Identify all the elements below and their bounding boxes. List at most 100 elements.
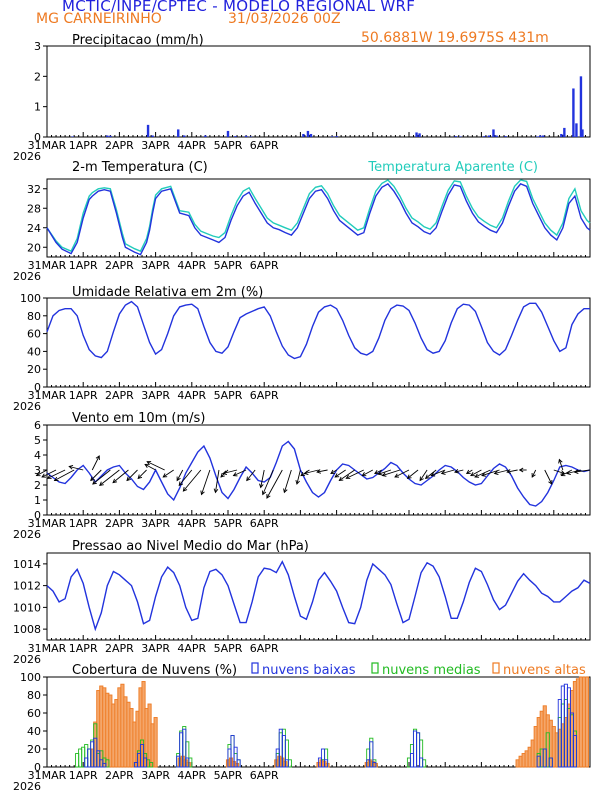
wind-vector-head <box>295 480 300 485</box>
precip-bar <box>234 136 237 137</box>
x-year-label: 2026 <box>13 400 41 413</box>
x-tick-label: 3APR <box>141 517 170 530</box>
wind-vector <box>146 461 165 471</box>
wind-vector-head <box>394 473 400 478</box>
wind-vector-head <box>232 472 238 477</box>
x-tick-label: 3APR <box>141 139 170 152</box>
wind-vector <box>222 469 238 474</box>
wind-vector-head <box>330 469 336 474</box>
y-tick-label: 0 <box>34 131 41 144</box>
wind-vector <box>36 469 48 476</box>
panel-title-wind: Vento em 10m (m/s) <box>72 411 205 426</box>
x-year-label: 2026 <box>13 780 41 792</box>
x-tick-label: 2APR <box>105 769 134 782</box>
wind-vector <box>362 469 374 476</box>
wind-vector <box>215 469 220 493</box>
y-tick-label: 2 <box>34 70 41 83</box>
pressure-line <box>46 560 591 632</box>
y-tick-label: 20 <box>27 241 41 254</box>
wind-vector-head <box>41 473 47 478</box>
x-tick-label: 3APR <box>141 769 170 782</box>
wind-vector <box>246 469 256 481</box>
wind-vector <box>201 469 211 495</box>
precip-bar <box>454 136 457 137</box>
wind-vector <box>441 469 455 474</box>
wind-vector-head <box>92 480 97 485</box>
wind-vector-head <box>90 476 95 482</box>
wind-vector <box>126 469 138 481</box>
wind-vector <box>454 469 464 473</box>
x-tick-label: 1APR <box>69 389 98 402</box>
wind-vector-head <box>46 474 52 480</box>
legend-swatch-low <box>251 662 259 674</box>
wind-vector-head <box>338 476 344 482</box>
precip-bar <box>575 123 578 137</box>
precip-bar <box>560 133 563 137</box>
x-tick-label: 31MAR <box>28 517 67 530</box>
wind-vector-head <box>99 481 104 486</box>
precip-bar <box>504 136 507 137</box>
chart-title: MCTIC/INPE/CPTEC - MODELO REGIONAL WRF <box>62 0 416 15</box>
y-tick-label: 40 <box>27 725 41 738</box>
precip-bar <box>335 136 338 137</box>
wind-vector-head <box>573 469 579 474</box>
y-tick-label: 32 <box>27 183 41 196</box>
x-tick-label: 1APR <box>69 769 98 782</box>
x-tick-label: 31MAR <box>28 389 67 402</box>
x-tick-label: 4APR <box>177 642 206 655</box>
wind-vector <box>474 469 491 478</box>
wind-vector-head <box>146 460 152 466</box>
x-tick-label: 5APR <box>214 259 243 272</box>
wind-vector-head <box>162 473 168 478</box>
wind-vector-head <box>283 488 288 494</box>
y-tick-label: 80 <box>27 689 41 702</box>
wind-vector <box>553 469 565 474</box>
wind-vector-head <box>316 469 322 474</box>
y-tick-label: 0 <box>34 761 41 774</box>
wind-vector <box>544 469 553 485</box>
wind-vector-head <box>126 476 131 482</box>
x-tick-label: 2APR <box>105 259 134 272</box>
wind-vector-head <box>453 469 459 474</box>
cloud-bar-low <box>572 735 577 768</box>
precip-bar <box>483 136 486 137</box>
panel-title-pressure: Pressao ao Nivel Medio do Mar (hPa) <box>72 539 309 554</box>
plot-frame <box>46 552 591 641</box>
wind-vector <box>183 469 202 492</box>
wind-vector-head <box>35 472 41 477</box>
cloud-bar-low <box>233 746 238 768</box>
precip-bar <box>579 76 583 137</box>
wind-vector-head <box>112 478 118 484</box>
cloud-bar-low <box>369 741 374 768</box>
y-tick-label: 3 <box>34 40 41 53</box>
run-date-label: 31/03/2026 00Z <box>228 11 341 27</box>
precip-bar <box>581 129 584 137</box>
y-tick-label: 100 <box>20 671 41 684</box>
wind-vector <box>346 469 364 479</box>
wind-vector <box>260 469 265 488</box>
x-tick-label: 1APR <box>69 642 98 655</box>
x-tick-label: 6APR <box>250 139 279 152</box>
precip-bar <box>495 135 498 137</box>
wind-vector-head <box>430 472 436 477</box>
y-tick-label: 4 <box>34 449 41 462</box>
wind-vector-head <box>261 490 267 496</box>
y-tick-label: 1010 <box>13 601 41 614</box>
wind-vector <box>90 469 102 481</box>
wind-vector-head <box>144 463 150 468</box>
precip-bar <box>330 136 334 137</box>
wind-vector <box>394 469 410 478</box>
x-tick-label: 5APR <box>214 769 243 782</box>
wind-vector-head <box>560 470 566 475</box>
y-tick-label: 1014 <box>13 558 41 571</box>
wind-vector <box>481 469 500 477</box>
precip-bar <box>204 135 207 137</box>
wind-vector-head <box>381 472 387 477</box>
legend-swatch-mid <box>371 662 379 674</box>
cloud-bar-low <box>536 755 541 768</box>
precip-bar <box>302 133 305 137</box>
wind-vector-head <box>53 476 59 481</box>
x-tick-label: 2APR <box>105 517 134 530</box>
wind-vector-head <box>560 472 566 477</box>
